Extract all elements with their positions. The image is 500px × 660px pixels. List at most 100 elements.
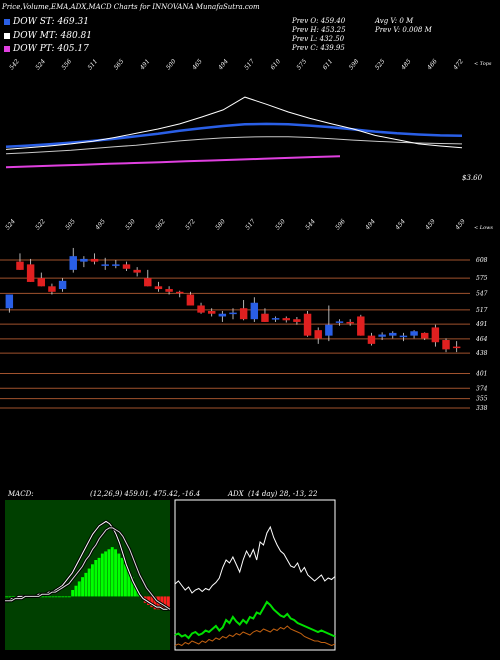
ema-top-label: 556 [60,58,73,71]
ema-chart: 542 524 556 511 565 491 500 465 494 517 610 575 611 5… [5,58,492,182]
price-corner-label: < Lows [474,225,493,231]
adx-values: (14 day) 28, -13, 22 [248,490,318,498]
ema-series-line-1 [5,136,463,155]
prev-high: Prev H: 453.25 [292,26,346,34]
macd-histogram-bar [84,572,88,597]
price-y-tick: 401 [475,370,487,377]
candle-body [399,335,408,338]
candle-body [431,327,440,343]
legend-swatch-st [4,19,10,25]
candle-body [144,278,152,287]
price-y-tick: 374 [476,385,488,392]
macd-line-1 [5,527,171,610]
prev-close: Prev C: 439.95 [292,44,345,52]
ema-series-line-2 [5,155,341,169]
candle-body [69,256,77,270]
price-top-label: 524 [4,218,17,231]
macd-histogram-bar [8,596,12,598]
chart-title: Price,Volume,EMA,ADX,MACD Charts for INN… [2,3,260,11]
macd-histogram-bar [64,596,68,598]
adx-chart [174,499,336,651]
price-top-label: 550 [274,218,287,231]
price-top-label: 459 [454,218,467,232]
ema-top-label: 575 [295,58,308,71]
candle-body [452,346,461,349]
macd-panel [5,500,170,650]
macd-values: (12,26,9) 459.01, 475.42, -16.4 [90,490,201,498]
candle-body [357,316,365,336]
adx-line-0 [174,525,336,594]
candle-body [80,258,88,262]
macd-histogram-bar [81,577,84,597]
price-top-label: 522 [34,218,47,231]
candle-body [239,308,248,320]
candle-body [442,340,450,350]
macd-histogram-bar [61,596,65,598]
macd-histogram-bar [130,577,134,597]
price-y-tick: 355 [476,396,488,403]
candle-body [37,278,46,287]
price-top-label: 562 [154,218,167,231]
price-top-label: 580 [214,218,227,231]
price-y-tick: 517 [476,307,488,314]
candle-body [420,332,429,339]
candle-body [250,302,259,320]
ema-top-label: 610 [269,58,282,71]
candle-body [26,264,35,282]
macd-histogram-bar [67,596,71,598]
ema-top-label: 517 [243,58,256,71]
price-chart: 524 522 505 495 530 562 572 580 517 550 544 596 494 4… [0,218,493,412]
ema-price-label: $3.60 [462,174,483,182]
candle-body [303,313,312,336]
legend-pt-label: DOW PT: 405.17 [13,44,89,54]
candle-body [378,334,386,337]
candle-body [197,305,205,313]
macd-histogram-bar [74,585,78,597]
candle-body [101,264,109,266]
candle-body [389,332,397,336]
candle-body [229,312,237,315]
candle-body [293,319,301,322]
candle-body [16,261,24,270]
adx-panel [174,499,336,651]
ema-top-label: 466 [425,58,438,72]
ema-top-label: 465 [190,58,203,72]
macd-histogram-bar [153,596,157,610]
candle-body [314,330,322,339]
price-top-label: 495 [94,218,107,232]
macd-histogram-bar [166,596,170,610]
prev-volume: Prev V: 0.008 M [375,26,432,34]
candle-body [133,269,141,273]
macd-histogram-bar [107,549,111,597]
candle-body [261,313,269,322]
price-y-tick: 338 [476,405,488,412]
macd-histogram-bar [5,596,9,598]
price-top-label: 596 [334,218,347,231]
legend-st-label: DOW ST: 469.31 [13,17,89,27]
ema-top-label: 511 [87,58,100,71]
candle-body [5,294,14,309]
adx-label: ADX [228,490,244,498]
candle-body [165,289,173,292]
ema-top-label: 491 [138,58,151,72]
macd-histogram-bar [58,596,61,598]
ema-top-label: 500 [165,58,178,71]
adx-line-2 [174,625,336,647]
macd-histogram-bar [163,596,167,610]
macd-histogram-bar [77,581,81,597]
candle-body [346,321,354,324]
candle-body [176,291,184,294]
macd-histogram-bar [87,568,91,597]
candle-body [58,280,67,290]
ema-corner-label: < Tops [474,61,492,67]
price-top-label: 454 [394,218,407,232]
adx-line-1 [174,600,336,640]
prev-open: Prev O: 459.40 [292,17,346,25]
price-top-label: 494 [364,218,377,232]
price-y-tick: 608 [476,257,488,264]
macd-histogram-bar [54,596,58,598]
ema-series-line-3 [5,96,463,150]
macd-histogram-bar [150,596,154,608]
macd-histogram-bar [124,564,127,597]
ema-top-label: 611 [322,58,335,71]
